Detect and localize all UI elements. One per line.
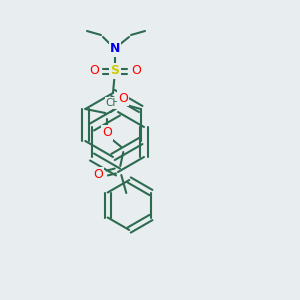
Text: O: O [102,127,112,140]
Text: N: N [110,43,120,56]
Text: O: O [89,64,99,77]
Text: S: S [110,64,119,77]
Text: O: O [131,64,141,77]
Text: O: O [93,169,103,182]
Text: CH₃: CH₃ [105,98,124,108]
Text: O: O [118,92,128,104]
